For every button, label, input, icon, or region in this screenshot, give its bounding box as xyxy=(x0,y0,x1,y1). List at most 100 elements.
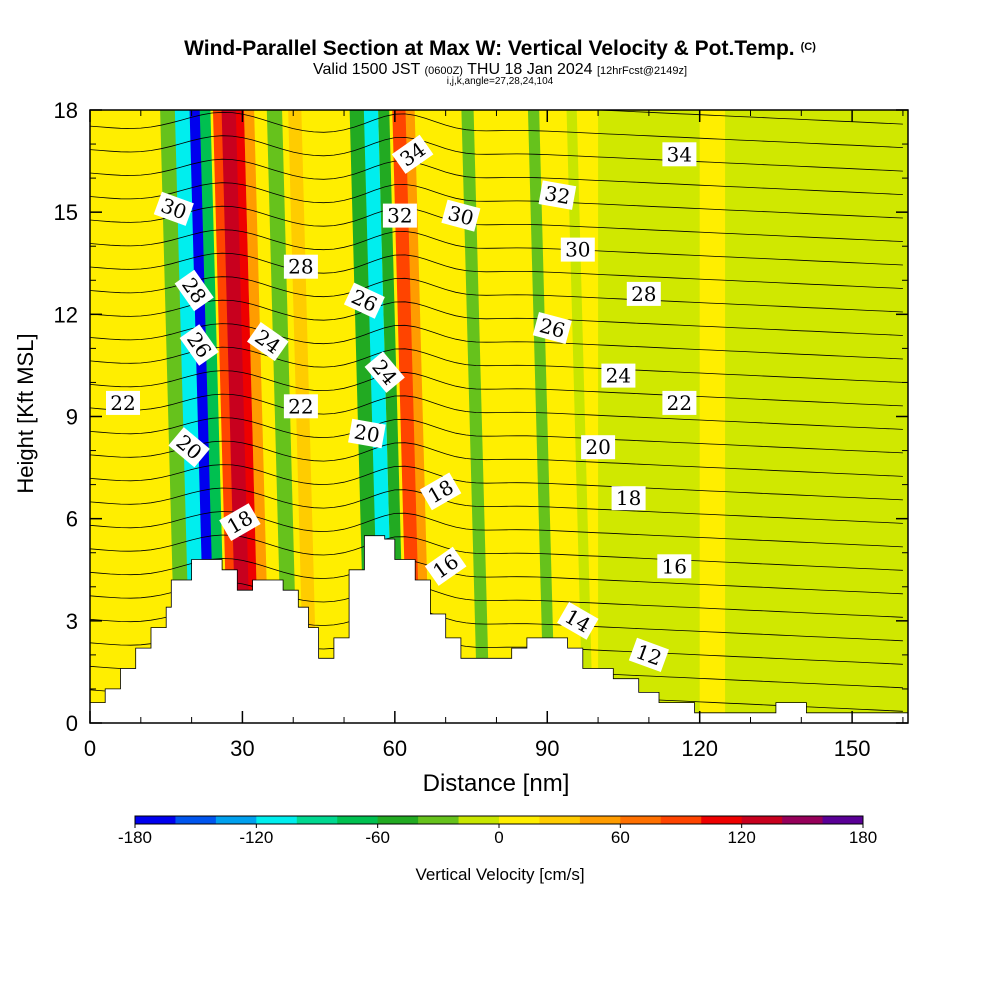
theta-contour xyxy=(90,534,903,571)
forecast-info: [12hrFcst@2149z] xyxy=(596,65,688,77)
contour-label-text: 20 xyxy=(585,435,610,459)
contour-label-box xyxy=(419,472,462,511)
colorbar-label: Vertical Velocity [cm/s] xyxy=(415,865,584,884)
contour-label: 34 xyxy=(662,142,697,167)
velocity-band xyxy=(148,110,173,723)
y-tick-label: 6 xyxy=(66,507,78,532)
contour-label-box xyxy=(662,142,697,167)
contour-label-box xyxy=(179,324,219,366)
velocity-band xyxy=(403,110,431,723)
theta-contour xyxy=(90,440,903,477)
contour-label-box xyxy=(441,199,481,232)
colorbar-swatch xyxy=(499,816,540,824)
contour-label-box xyxy=(343,282,385,319)
theta-contour xyxy=(90,205,903,242)
velocity-band xyxy=(243,110,271,723)
colorbar-tick-label: 60 xyxy=(611,828,630,847)
contour-label-box xyxy=(391,134,434,174)
theta-contour xyxy=(90,370,903,407)
theta-contour xyxy=(90,417,903,454)
colorbar-swatch xyxy=(256,816,298,824)
contour-label-box xyxy=(560,237,595,262)
contour-label: 12 xyxy=(628,637,669,672)
chart-title-text: Wind-Parallel Section at Max W: Vertical… xyxy=(184,37,795,60)
contour-label-box xyxy=(601,363,636,388)
valid-utc: (0600Z) xyxy=(424,65,463,77)
velocity-band xyxy=(266,110,299,723)
colorbar-swatch xyxy=(135,816,176,824)
x-axis-label: Distance [nm] xyxy=(423,770,570,797)
contour-label-text: 22 xyxy=(110,391,135,415)
valid-date: THU 18 Jan 2024 xyxy=(467,61,593,78)
colorbar: -180 -120 -60 0 60 120 180 Vertical Velocity [c… xyxy=(118,815,877,884)
contour-label: 20 xyxy=(581,435,616,460)
contour-label-text: 30 xyxy=(565,238,590,262)
contour-label: 30 xyxy=(441,199,481,232)
contour-label: 22 xyxy=(662,390,697,415)
colorbar-swatch xyxy=(701,816,743,824)
contour-label-box xyxy=(662,390,697,415)
theta-contour xyxy=(90,558,903,595)
theta-contour xyxy=(90,464,903,501)
colorbar-swatch xyxy=(175,816,217,824)
contour-label: 30 xyxy=(560,237,595,262)
x-tick-label: 30 xyxy=(230,736,254,761)
contour-label-box xyxy=(174,269,214,312)
x-tick-label: 60 xyxy=(383,736,407,761)
chart-subtitle: Valid 1500 JST (0600Z) THU 18 Jan 2024 [… xyxy=(0,61,1000,79)
contour-label-box xyxy=(364,351,405,393)
potential-temperature-contours xyxy=(90,110,903,723)
theta-contour xyxy=(90,111,903,148)
contour-label-text: 16 xyxy=(662,554,687,578)
colorbar-tick-label: -120 xyxy=(239,828,273,847)
contour-label-box xyxy=(657,554,692,579)
contour-label-text: 22 xyxy=(288,394,313,418)
velocity-weak-band xyxy=(725,110,908,723)
colorbar-tick-label: 0 xyxy=(494,828,503,847)
contour-label: 22 xyxy=(106,390,140,415)
contour-label-box xyxy=(532,312,572,344)
colorbar-swatch xyxy=(539,816,581,824)
y-tick-label: 9 xyxy=(66,405,78,430)
contour-label-box xyxy=(581,435,616,460)
velocity-band xyxy=(566,110,593,723)
contour-label-text: 20 xyxy=(352,419,381,447)
x-tick-label: 90 xyxy=(535,736,559,761)
velocity-band xyxy=(221,110,253,723)
theta-contour xyxy=(90,487,903,524)
contour-label: 26 xyxy=(532,312,572,344)
contour-label-box xyxy=(557,601,599,640)
axes: 0 30 60 90 120 150 0 3 6 9 12 15 18 Distance [nm] Heig… xyxy=(13,98,908,797)
velocity-band xyxy=(527,110,556,723)
colorbar-swatch xyxy=(822,816,864,824)
colorbar-swatch xyxy=(620,816,662,824)
velocity-band xyxy=(461,110,490,723)
theta-contour xyxy=(90,182,903,219)
contour-label-box xyxy=(168,427,210,468)
contour-label: 28 xyxy=(283,254,318,279)
contour-label-text: 32 xyxy=(543,181,572,209)
chart-title: Wind-Parallel Section at Max W: Vertical… xyxy=(0,37,1000,61)
velocity-band xyxy=(160,110,192,723)
contour-label-box xyxy=(348,418,386,449)
colorbar-tick-label: 120 xyxy=(727,828,755,847)
y-tick-label: 0 xyxy=(66,711,78,736)
theta-contour xyxy=(90,158,903,195)
colorbar-swatch xyxy=(337,816,379,824)
grid-indices: i,j,k,angle=27,28,24,104 xyxy=(446,76,554,87)
x-tick-label: 120 xyxy=(681,736,718,761)
contour-label: 32 xyxy=(382,203,417,228)
x-tick-label: 0 xyxy=(84,736,96,761)
contour-label-text: 28 xyxy=(288,255,313,279)
colorbar-swatch xyxy=(418,816,460,824)
theta-contour xyxy=(90,511,903,548)
contour-label: 18 xyxy=(611,486,646,511)
contour-label-box xyxy=(628,637,669,672)
theta-contour xyxy=(90,135,903,172)
theta-contour xyxy=(90,276,903,313)
colorbar-tick-label: 180 xyxy=(849,828,877,847)
contour-label-text: 34 xyxy=(667,142,692,166)
x-tick-label: 150 xyxy=(834,736,871,761)
